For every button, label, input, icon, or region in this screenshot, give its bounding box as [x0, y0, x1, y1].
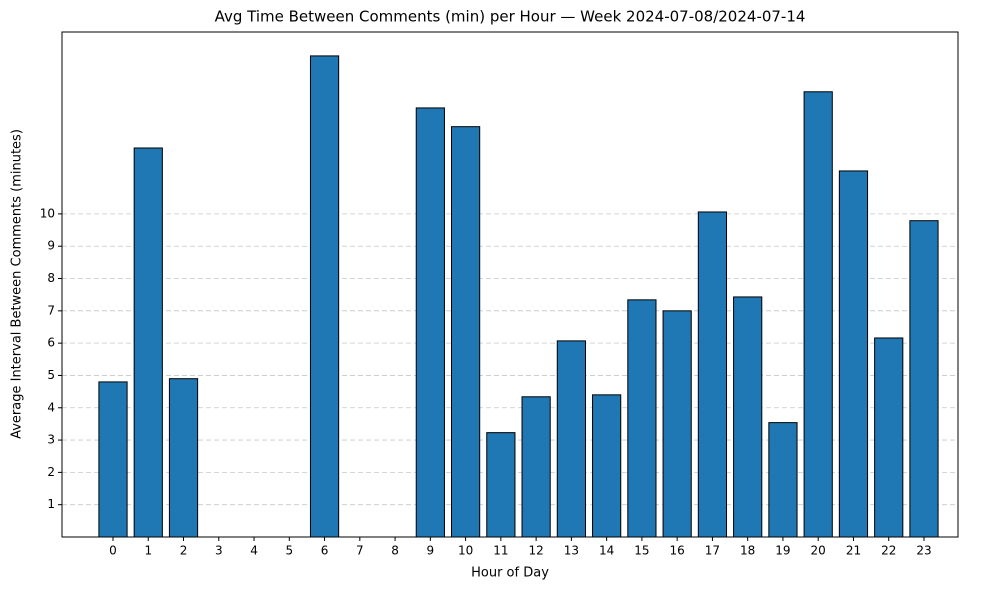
bar — [133, 147, 163, 538]
y-tick-label: 2 — [47, 465, 55, 479]
x-tick-label: 2 — [180, 544, 188, 558]
x-tick-label: 0 — [109, 544, 117, 558]
y-tick-label: 8 — [47, 271, 55, 285]
bar — [556, 340, 586, 538]
y-tick-label: 6 — [47, 336, 55, 350]
x-tick-label: 12 — [528, 544, 543, 558]
x-tick-label: 22 — [881, 544, 896, 558]
bar — [733, 296, 763, 538]
x-tick-label: 19 — [775, 544, 790, 558]
y-tick-label: 7 — [47, 303, 55, 317]
x-tick-label: 16 — [670, 544, 685, 558]
x-tick-label: 15 — [634, 544, 649, 558]
x-tick-label: 23 — [916, 544, 931, 558]
bar — [98, 381, 128, 538]
x-tick-label: 8 — [391, 544, 399, 558]
chart-title: Avg Time Between Comments (min) per Hour… — [215, 8, 806, 26]
y-tick-label: 3 — [47, 433, 55, 447]
x-tick-label: 4 — [250, 544, 258, 558]
x-tick-label: 20 — [811, 544, 826, 558]
bar — [168, 378, 199, 538]
x-tick-label: 3 — [215, 544, 223, 558]
bar — [592, 394, 622, 538]
bar — [768, 422, 798, 538]
x-tick-label: 10 — [458, 544, 473, 558]
bar — [309, 55, 340, 538]
x-tick-label: 11 — [493, 544, 508, 558]
x-tick-label: 5 — [285, 544, 293, 558]
x-tick-label: 18 — [740, 544, 755, 558]
y-tick-label: 5 — [47, 368, 55, 382]
y-tick-label: 1 — [47, 497, 55, 511]
bar — [697, 211, 728, 538]
y-axis-label: Average Interval Between Comments (minut… — [10, 129, 25, 439]
bar — [803, 91, 833, 538]
bar — [521, 396, 551, 538]
bar — [450, 126, 481, 538]
x-tick-label: 14 — [599, 544, 614, 558]
plot-frame — [61, 31, 959, 538]
x-tick-label: 21 — [846, 544, 861, 558]
bar — [662, 310, 692, 538]
x-tick-label: 6 — [321, 544, 329, 558]
y-tick-label: 4 — [47, 400, 55, 414]
y-tick-label: 9 — [47, 239, 55, 253]
bar — [909, 220, 939, 538]
y-tick-label: 10 — [40, 206, 55, 220]
bar — [486, 432, 516, 538]
bar — [838, 170, 869, 538]
x-tick-label: 1 — [144, 544, 152, 558]
x-tick-label: 13 — [564, 544, 579, 558]
x-tick-label: 9 — [427, 544, 435, 558]
bar — [415, 107, 445, 538]
bar — [627, 299, 657, 538]
x-axis-label: Hour of Day — [471, 566, 549, 581]
x-tick-label: 7 — [356, 544, 364, 558]
bar — [874, 337, 904, 538]
x-tick-label: 17 — [705, 544, 720, 558]
